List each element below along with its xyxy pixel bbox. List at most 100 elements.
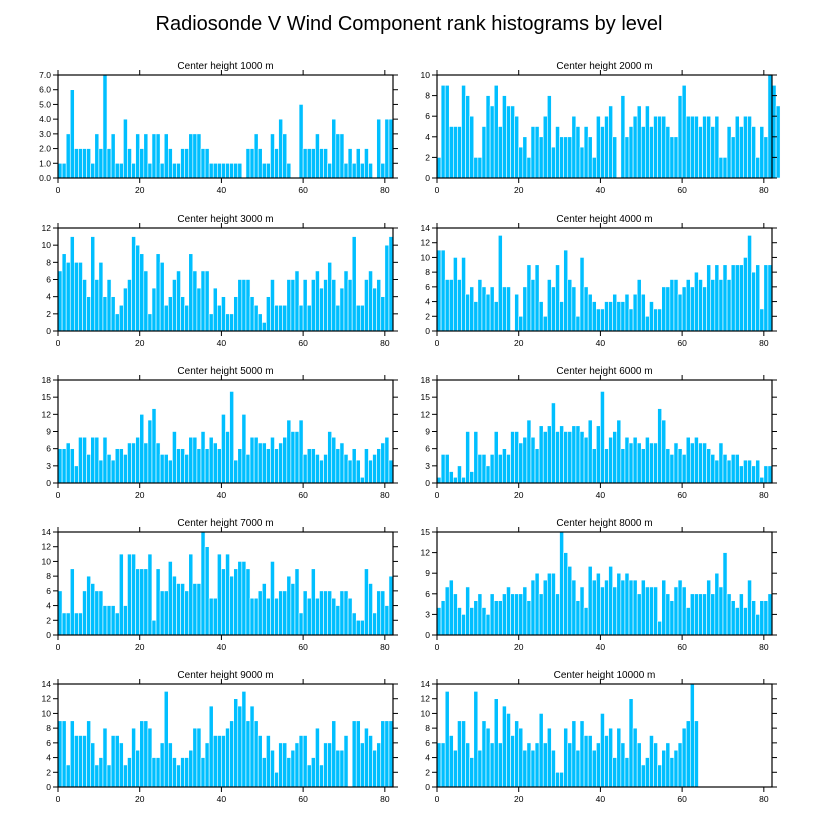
histogram-bar <box>78 148 83 179</box>
histogram-bar <box>360 742 365 788</box>
histogram-bar <box>217 304 222 332</box>
histogram-bar <box>204 742 210 788</box>
histogram-bar <box>608 436 613 484</box>
histogram-bar <box>665 448 671 484</box>
histogram-bar <box>343 454 349 484</box>
histogram-bar <box>57 720 63 788</box>
histogram-bar <box>355 619 361 636</box>
histogram-bar <box>127 279 132 332</box>
histogram-bar <box>69 720 75 788</box>
histogram-bar <box>229 313 234 332</box>
histogram-bar <box>168 742 173 788</box>
histogram-bar <box>730 264 736 332</box>
histogram-bar <box>351 612 357 636</box>
histogram-bar <box>469 286 475 332</box>
histogram-bar <box>759 308 765 332</box>
histogram-bar <box>61 448 67 484</box>
histogram-bar <box>530 436 536 484</box>
y-tick-label: 0 <box>46 326 51 336</box>
histogram-bar <box>632 115 638 179</box>
y-tick-label: 12 <box>421 238 431 248</box>
histogram-bar <box>763 136 769 179</box>
histogram-bar <box>102 296 108 332</box>
histogram-bar <box>376 448 382 484</box>
histogram-bar <box>261 162 267 179</box>
histogram-bar <box>114 162 120 179</box>
y-tick-label: 8 <box>425 267 430 277</box>
histogram-bar <box>106 148 112 179</box>
histogram-bar <box>583 735 589 788</box>
histogram-bar <box>669 600 675 636</box>
histogram-bar <box>172 575 177 636</box>
histogram-bar <box>506 713 511 788</box>
histogram-bar <box>282 436 288 484</box>
histogram-bar <box>567 742 573 788</box>
histogram-bar <box>147 553 153 636</box>
histogram-bar <box>608 105 613 179</box>
histogram-bar <box>579 146 585 179</box>
x-tick-label: 80 <box>759 185 769 195</box>
histogram-bar <box>755 459 761 484</box>
histogram-bar <box>65 442 71 484</box>
histogram-bar <box>82 279 87 332</box>
y-tick-label: 14 <box>42 679 52 689</box>
histogram-bar <box>331 118 337 179</box>
histogram-bar <box>534 126 540 179</box>
histogram-bar <box>286 757 292 788</box>
histogram-bar <box>143 720 149 788</box>
histogram-bar <box>743 257 748 332</box>
histogram-bar <box>591 301 597 332</box>
histogram-bar <box>628 308 634 332</box>
histogram-bar <box>163 454 169 484</box>
histogram-bar <box>657 308 662 332</box>
histogram-bar <box>225 553 230 636</box>
histogram-bar <box>257 313 263 332</box>
histogram-bar <box>563 552 569 636</box>
histogram-bar <box>118 304 124 332</box>
histogram-bar <box>538 425 544 484</box>
histogram-bar <box>90 742 96 788</box>
histogram-bar <box>302 590 308 636</box>
histogram-bar <box>685 720 691 788</box>
histogram-bar <box>497 454 503 484</box>
histogram-bar <box>339 133 345 179</box>
histogram-bar <box>636 593 642 636</box>
histogram-bar <box>559 531 564 636</box>
histogram-bar <box>355 304 361 332</box>
histogram-bar <box>306 304 312 332</box>
histogram-bar <box>518 727 524 788</box>
x-tick-label: 40 <box>217 642 227 652</box>
y-tick-label: 8 <box>425 723 430 733</box>
histogram-bar <box>759 600 765 636</box>
histogram-bar <box>123 287 128 332</box>
histogram-bar <box>282 742 288 788</box>
histogram-bar <box>649 301 654 332</box>
histogram-bar <box>600 126 605 179</box>
histogram-bar <box>351 448 357 484</box>
histogram-bar <box>135 133 141 179</box>
histogram-bar <box>587 735 593 788</box>
y-tick-label: 2 <box>46 615 51 625</box>
histogram-bar <box>608 727 613 788</box>
histogram-bar <box>65 133 71 179</box>
histogram-bar <box>335 448 341 484</box>
histogram-bar <box>571 115 577 179</box>
y-tick-label: 0 <box>46 630 51 640</box>
histogram-bar <box>74 262 79 332</box>
histogram-bar <box>151 757 157 788</box>
histogram-bar <box>237 279 243 332</box>
histogram-bar <box>343 270 349 332</box>
x-tick-label: 60 <box>677 490 687 500</box>
y-tick-label: 10 <box>42 240 52 250</box>
histogram-bar <box>530 279 536 332</box>
histogram-bar <box>444 279 450 332</box>
histogram-bar <box>767 264 773 332</box>
histogram-bar <box>534 742 540 788</box>
histogram-bar <box>221 414 226 484</box>
histogram-bar <box>485 465 491 484</box>
histogram-bar <box>457 279 462 332</box>
histogram-bar <box>661 115 667 179</box>
histogram-bar <box>726 459 732 484</box>
histogram-bar <box>151 619 157 636</box>
histogram-bar <box>502 593 507 636</box>
